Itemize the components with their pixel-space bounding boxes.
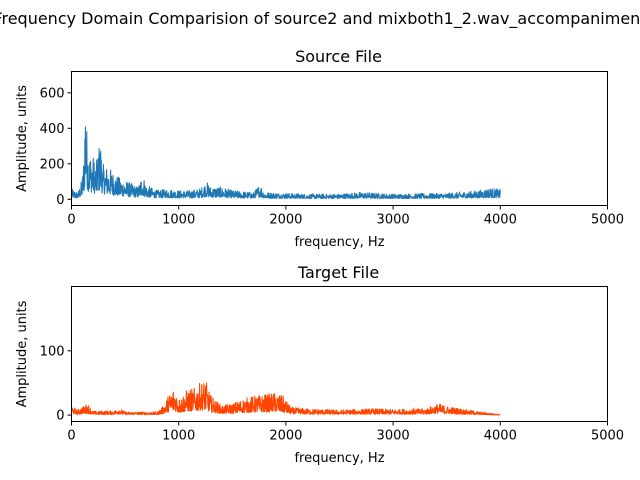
target-file-x-ticks: 0 1000 2000 3000 4000 5000	[67, 421, 624, 444]
source-file-y-tick-label: 0	[56, 193, 64, 208]
target-file-title: Target File	[297, 263, 379, 282]
target-file-x-tick-label: 1000	[162, 429, 195, 444]
target-file-x-tick-label: 5000	[591, 429, 624, 444]
target-file-axes-frame	[71, 286, 608, 422]
source-file-y-tick-label: 600	[40, 86, 65, 101]
target-file-y-ticks: 0 100	[40, 344, 72, 424]
target-file-x-tick-label: 0	[67, 429, 75, 444]
target-file-series-line	[70, 382, 501, 416]
source-file-y-ticks: 0 200 400 600	[40, 86, 72, 208]
target-file-panel: Target File 0 1000 2000 3000 4000 5000 0 100 f…	[15, 263, 624, 466]
source-file-x-tick-label: 2000	[269, 213, 302, 228]
source-file-series-line	[70, 126, 501, 200]
source-file-axes-frame	[71, 71, 608, 206]
source-file-x-tick-label: 1000	[162, 213, 195, 228]
source-file-x-tick-label: 4000	[484, 213, 517, 228]
source-file-x-tick-label: 0	[67, 213, 75, 228]
target-file-y-tick-label: 0	[56, 409, 64, 424]
source-file-panel: Source File 0 1000 2000 3000 4000 5000 0 200 40…	[15, 47, 624, 250]
source-file-x-tick-label: 5000	[591, 213, 624, 228]
source-file-y-tick-label: 200	[40, 157, 65, 172]
target-file-x-tick-label: 3000	[377, 429, 410, 444]
source-file-x-tick-label: 3000	[377, 213, 410, 228]
target-file-x-axis-label: frequency, Hz	[294, 451, 384, 466]
source-file-x-ticks: 0 1000 2000 3000 4000 5000	[67, 205, 624, 228]
source-file-y-tick-label: 400	[40, 122, 65, 137]
target-file-x-tick-label: 2000	[269, 429, 302, 444]
target-file-plot-area	[70, 382, 501, 416]
source-file-y-axis-label: Amplitude, units	[15, 85, 30, 192]
figure-suptitle: Frequency Domain Comparision of source2 …	[0, 9, 640, 29]
target-file-y-tick-label: 100	[40, 344, 65, 359]
source-file-plot-area	[70, 126, 501, 200]
source-file-x-axis-label: frequency, Hz	[294, 235, 384, 250]
source-file-title: Source File	[295, 47, 382, 66]
target-file-x-tick-label: 4000	[484, 429, 517, 444]
target-file-y-axis-label: Amplitude, units	[15, 300, 30, 407]
